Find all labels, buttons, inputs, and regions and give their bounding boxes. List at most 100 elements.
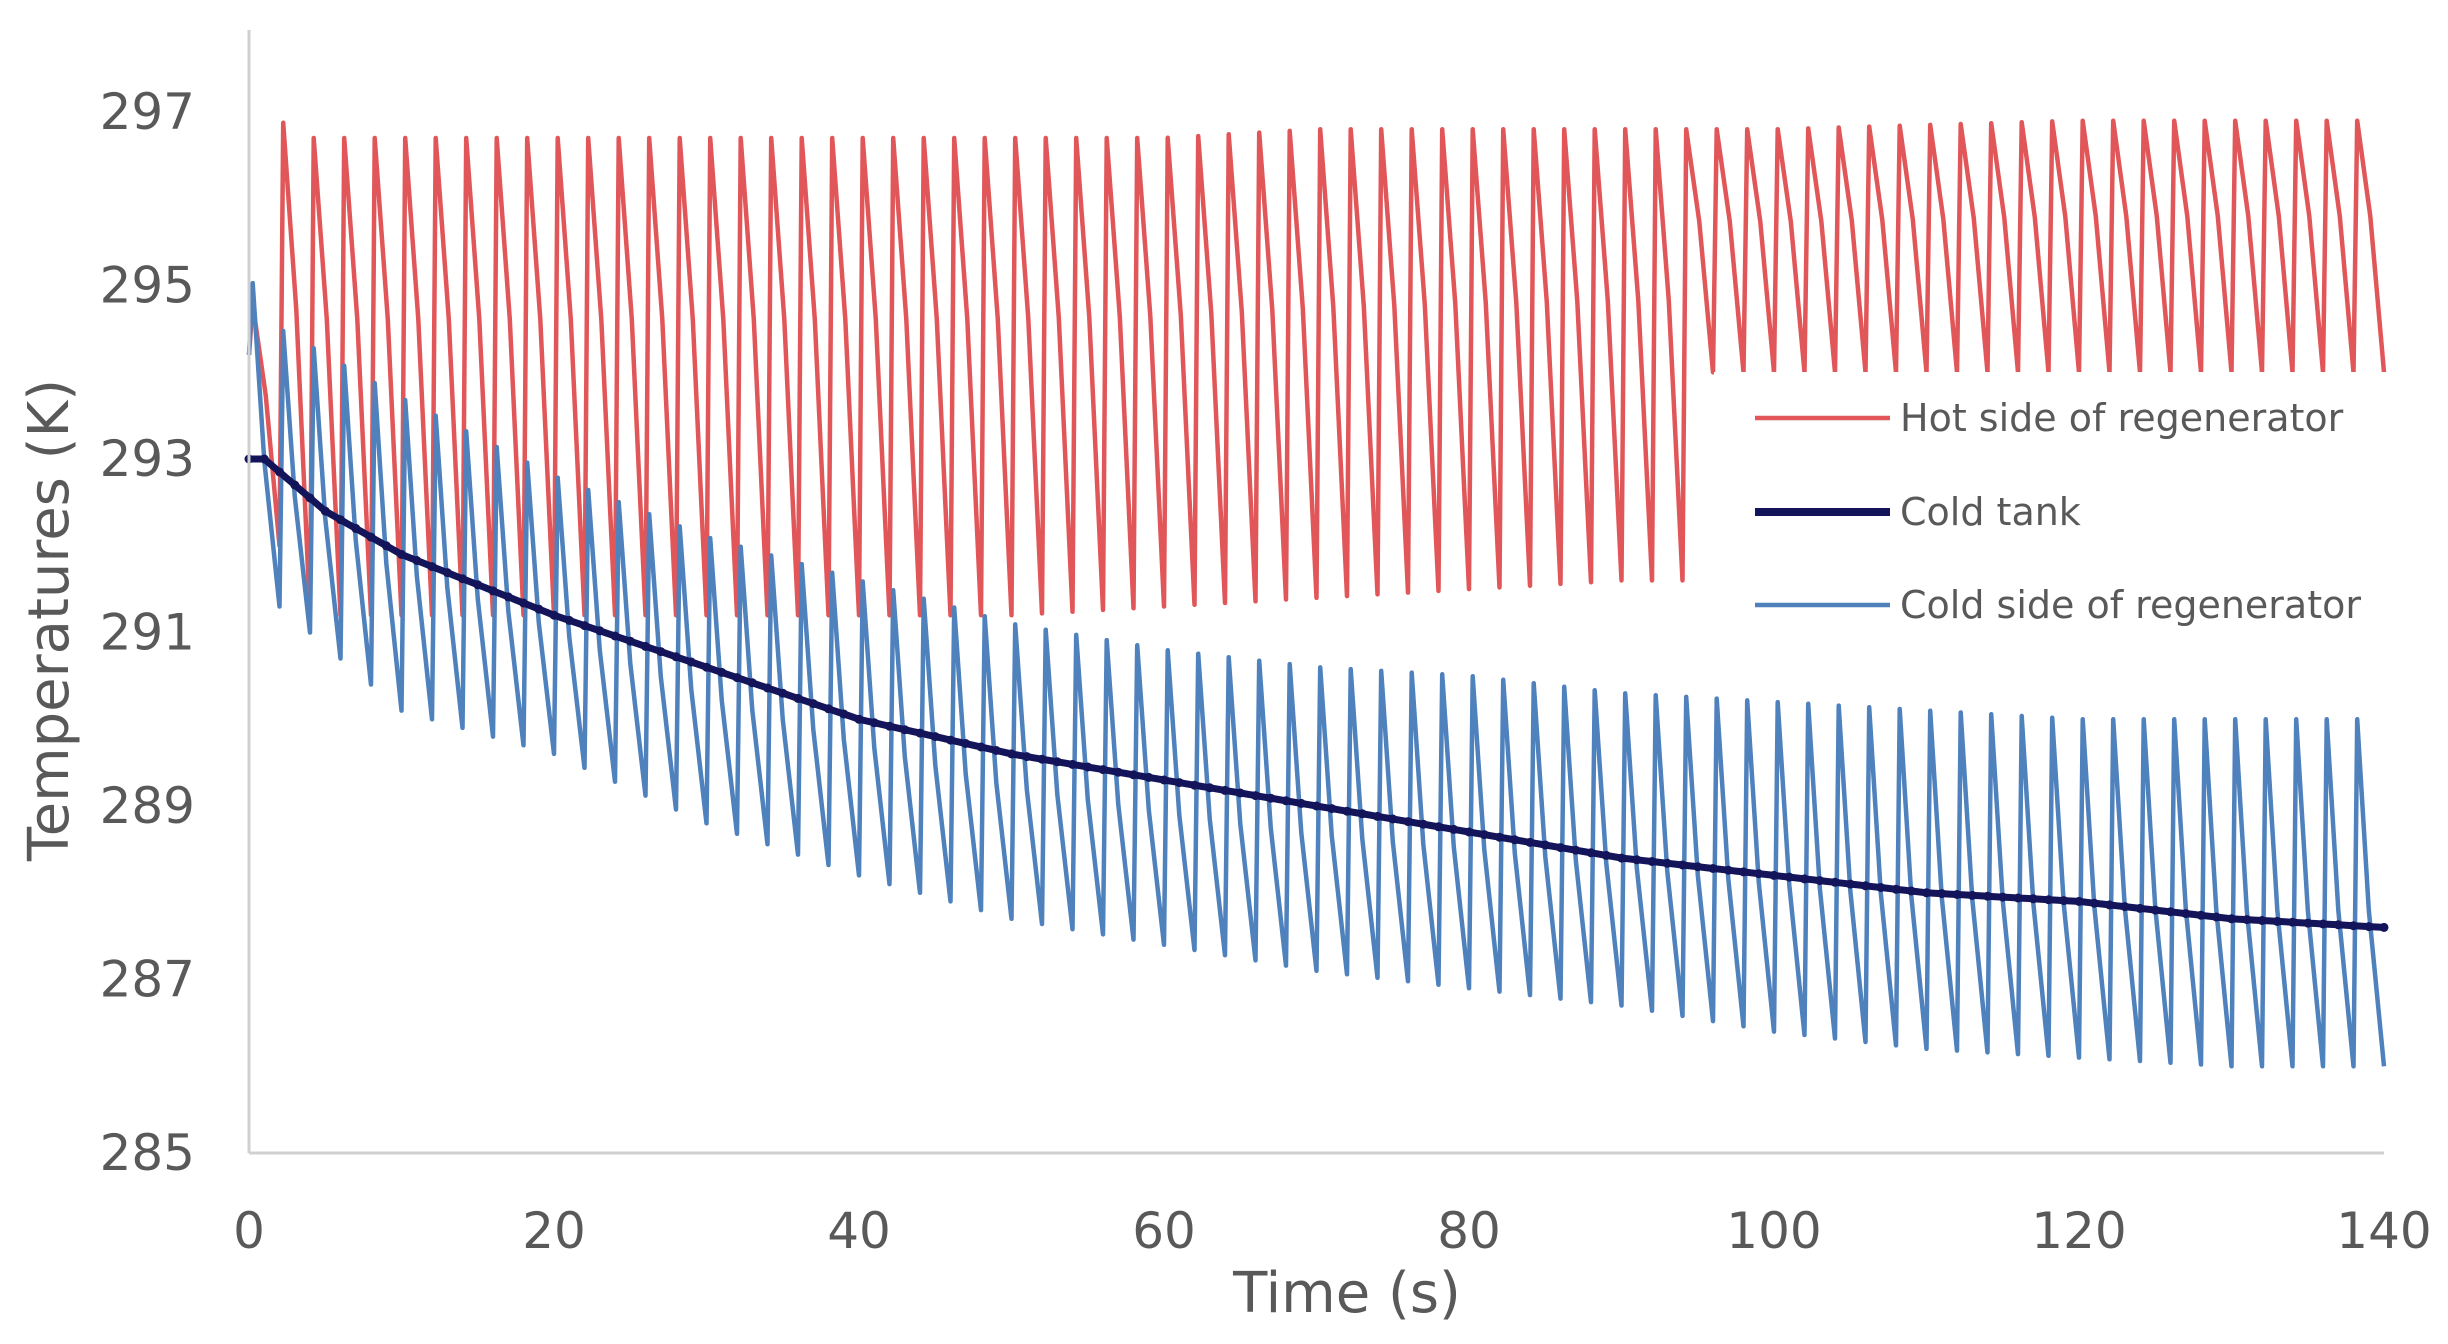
x-axis-title: Time (s) [1232,1261,1461,1326]
series-point [1662,858,1672,868]
series-point [1068,759,1077,769]
series-point [2150,905,2160,915]
series-point [686,657,696,667]
series-layer [244,118,2389,1069]
series-point [1174,778,1184,788]
x-tick-label: 100 [1726,1202,1821,1260]
series-line-0 [246,118,2387,618]
series-point [1571,845,1581,855]
series-point [351,523,361,533]
series-point [366,532,376,542]
series-point [427,562,437,572]
legend-item-1: Cold tank [1755,490,2081,534]
series-point [1601,850,1611,860]
series-point [930,732,940,742]
legend-label: Hot side of regenerator [1900,396,2344,440]
series-point [1205,783,1215,793]
series-point [1357,809,1367,819]
series-point [793,693,803,703]
series-point [854,714,864,724]
series-point [1586,848,1596,858]
series-point [1830,877,1840,887]
x-tick-label: 20 [522,1202,586,1260]
series-point [2349,921,2358,931]
series-point [2028,894,2038,904]
series-markers-1 [244,454,2389,932]
legend-item-0: Hot side of regenerator [1755,396,2344,440]
axis-layer [247,30,2384,1155]
series-point [915,728,925,738]
series-point [1464,827,1474,837]
series-point [1113,767,1123,777]
series-point [1220,785,1230,795]
series-point [1952,890,1962,899]
series-point [1525,837,1535,847]
series-point [1098,765,1108,775]
series-point [549,610,559,620]
series-point [381,541,391,551]
series-point [763,683,772,693]
legend-label: Cold side of regenerator [1900,583,2361,627]
legend-label: Cold tank [1900,490,2081,534]
series-point [1891,884,1901,894]
series-point [442,568,452,578]
series-point [1922,888,1931,898]
series-point [1723,865,1733,875]
series-point [1327,804,1337,814]
series-point [1007,749,1016,759]
y-tick-label: 285 [100,1124,195,1182]
series-point [412,556,422,565]
series-point [2303,918,2313,928]
series-point [259,454,269,464]
series-point [702,662,711,672]
series-point [1784,872,1794,882]
series-point [2135,903,2145,913]
series-point [625,636,635,646]
series-point [2318,919,2328,929]
series-point [2242,915,2252,925]
series-point [1052,757,1062,767]
series-point [458,574,467,584]
series-point [991,746,1001,755]
series-point [2105,900,2114,910]
series-point [1129,770,1138,780]
legend: Hot side of regenerator Cold tank Cold sid… [1755,396,2361,627]
series-point [1403,817,1413,827]
series-point [1479,830,1489,840]
series-point [1632,855,1642,865]
series-point [473,580,483,590]
series-point [747,678,757,688]
series-point [2364,922,2374,932]
series-point [656,647,666,657]
series-point [1739,867,1748,877]
series-point [1251,791,1260,801]
series-point [1190,780,1199,790]
series-point [580,621,589,631]
series-point [824,704,833,714]
series-point [2013,893,2023,903]
series-point [808,699,818,709]
series-point [1617,853,1626,863]
series-point [2074,896,2084,906]
y-tick-label: 291 [100,604,195,662]
series-point [961,739,971,748]
series-point [1693,862,1703,872]
series-point [2089,898,2099,908]
series-point [2227,914,2236,924]
series-point [1708,864,1718,873]
x-tick-label: 80 [1437,1202,1501,1260]
series-point [869,718,879,728]
series-point [900,725,910,735]
series-point [1418,819,1428,829]
series-point [1800,874,1809,884]
series-point [2211,912,2221,922]
series-point [2181,909,2191,919]
series-point [2288,917,2297,927]
series-point [1769,870,1779,880]
y-tick-label: 295 [100,257,195,315]
series-point [1754,869,1764,879]
series-point [1678,860,1687,870]
series-point [275,467,284,477]
series-point [1967,890,1977,900]
y-axis-title: Temperatures (K) [17,379,82,862]
